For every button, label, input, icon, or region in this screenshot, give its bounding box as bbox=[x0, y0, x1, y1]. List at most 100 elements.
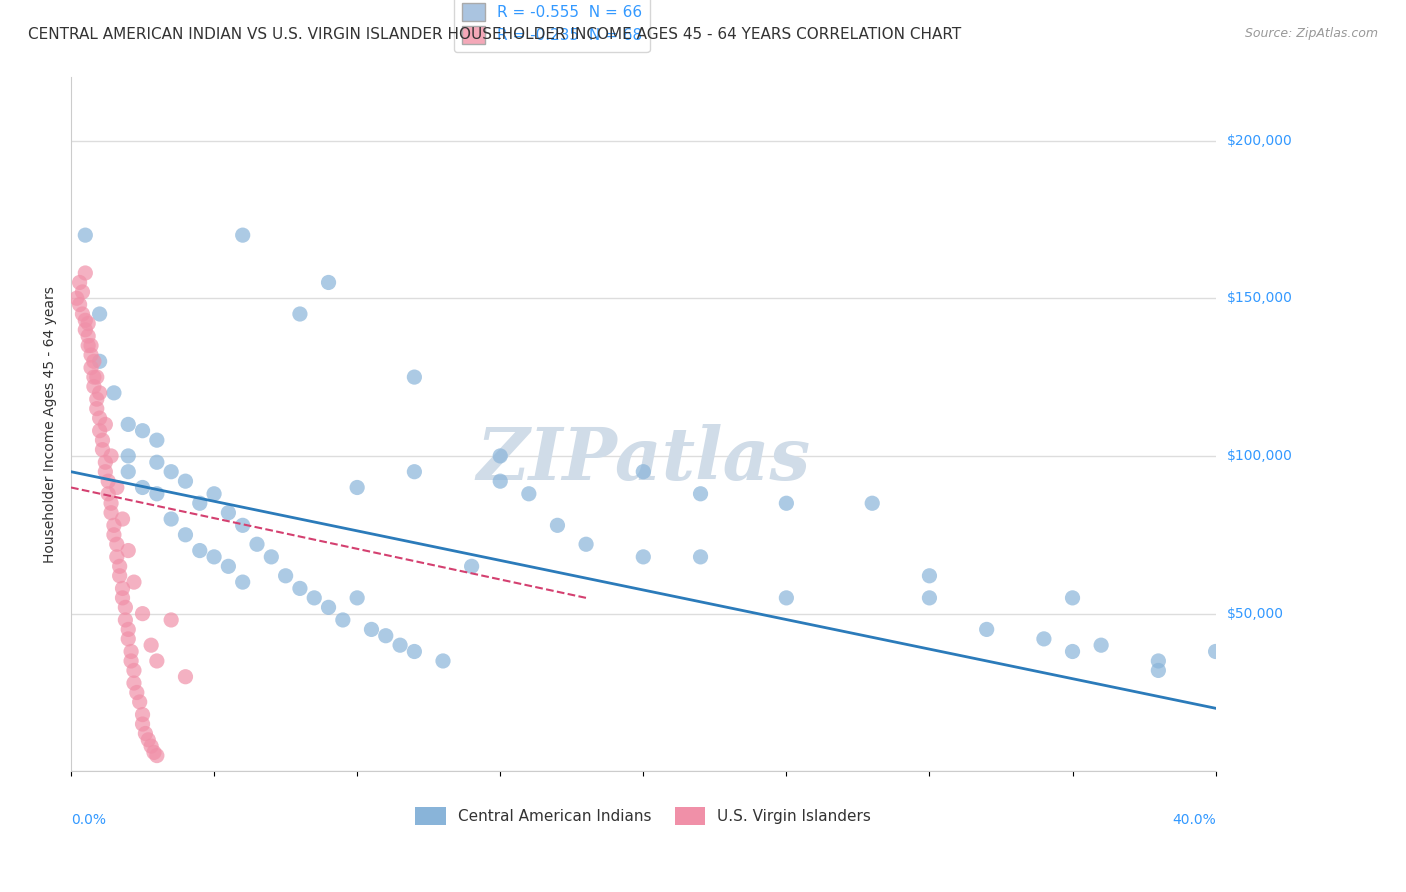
Point bbox=[146, 433, 169, 447]
Text: 0.0%: 0.0% bbox=[72, 813, 105, 827]
Point bbox=[404, 465, 426, 479]
Point bbox=[97, 487, 120, 501]
Point bbox=[114, 613, 136, 627]
Point bbox=[202, 487, 225, 501]
Point bbox=[139, 739, 162, 753]
Point bbox=[775, 496, 797, 510]
Point bbox=[80, 338, 103, 352]
Point bbox=[117, 449, 139, 463]
Point bbox=[111, 582, 134, 596]
Point bbox=[83, 370, 105, 384]
Point bbox=[117, 632, 139, 646]
Point bbox=[111, 591, 134, 605]
Point bbox=[689, 487, 711, 501]
Point bbox=[1032, 632, 1054, 646]
Text: $150,000: $150,000 bbox=[1226, 291, 1292, 305]
Point bbox=[633, 465, 655, 479]
Point bbox=[918, 591, 941, 605]
Text: CENTRAL AMERICAN INDIAN VS U.S. VIRGIN ISLANDER HOUSEHOLDER INCOME AGES 45 - 64 : CENTRAL AMERICAN INDIAN VS U.S. VIRGIN I… bbox=[28, 27, 962, 42]
Point bbox=[114, 600, 136, 615]
Point bbox=[146, 455, 169, 469]
Point bbox=[918, 569, 941, 583]
Point bbox=[131, 607, 153, 621]
Point bbox=[232, 575, 254, 590]
Point bbox=[360, 623, 382, 637]
Point bbox=[139, 638, 162, 652]
Point bbox=[72, 285, 94, 299]
Point bbox=[775, 591, 797, 605]
Point bbox=[302, 591, 325, 605]
Text: Source: ZipAtlas.com: Source: ZipAtlas.com bbox=[1244, 27, 1378, 40]
Point bbox=[117, 543, 139, 558]
Point bbox=[100, 449, 122, 463]
Point bbox=[100, 506, 122, 520]
Point bbox=[77, 338, 100, 352]
Point bbox=[689, 549, 711, 564]
Point bbox=[143, 746, 166, 760]
Point bbox=[103, 528, 125, 542]
Point bbox=[89, 307, 111, 321]
Text: 40.0%: 40.0% bbox=[1171, 813, 1216, 827]
Point bbox=[75, 323, 97, 337]
Point bbox=[105, 481, 128, 495]
Point bbox=[1147, 654, 1170, 668]
Text: $50,000: $50,000 bbox=[1226, 607, 1284, 621]
Point bbox=[131, 481, 153, 495]
Point bbox=[136, 732, 159, 747]
Point bbox=[117, 417, 139, 432]
Point bbox=[318, 600, 340, 615]
Point bbox=[86, 370, 108, 384]
Point bbox=[174, 670, 197, 684]
Point bbox=[1062, 644, 1084, 658]
Point bbox=[146, 654, 169, 668]
Point bbox=[117, 465, 139, 479]
Point bbox=[75, 266, 97, 280]
Point bbox=[160, 613, 183, 627]
Point bbox=[89, 385, 111, 400]
Point bbox=[160, 465, 183, 479]
Point bbox=[122, 575, 145, 590]
Point bbox=[217, 559, 239, 574]
Point bbox=[546, 518, 568, 533]
Point bbox=[108, 559, 131, 574]
Point bbox=[69, 297, 91, 311]
Point bbox=[246, 537, 269, 551]
Point bbox=[103, 518, 125, 533]
Point bbox=[860, 496, 883, 510]
Point bbox=[489, 449, 512, 463]
Point bbox=[83, 354, 105, 368]
Point bbox=[374, 629, 396, 643]
Point bbox=[128, 695, 150, 709]
Point bbox=[83, 379, 105, 393]
Point bbox=[575, 537, 598, 551]
Point bbox=[146, 748, 169, 763]
Point bbox=[232, 518, 254, 533]
Point bbox=[80, 360, 103, 375]
Y-axis label: Householder Income Ages 45 - 64 years: Householder Income Ages 45 - 64 years bbox=[44, 286, 58, 563]
Point bbox=[134, 726, 156, 740]
Point bbox=[91, 433, 114, 447]
Point bbox=[94, 465, 117, 479]
Point bbox=[94, 417, 117, 432]
Point bbox=[122, 664, 145, 678]
Point bbox=[89, 424, 111, 438]
Point bbox=[97, 474, 120, 488]
Point bbox=[131, 424, 153, 438]
Point bbox=[75, 313, 97, 327]
Point bbox=[332, 613, 354, 627]
Point bbox=[105, 549, 128, 564]
Point bbox=[89, 354, 111, 368]
Text: $100,000: $100,000 bbox=[1226, 449, 1292, 463]
Text: $200,000: $200,000 bbox=[1226, 134, 1292, 147]
Point bbox=[174, 474, 197, 488]
Point bbox=[160, 512, 183, 526]
Point bbox=[202, 549, 225, 564]
Point bbox=[432, 654, 454, 668]
Point bbox=[346, 591, 368, 605]
Point bbox=[72, 307, 94, 321]
Point bbox=[77, 317, 100, 331]
Point bbox=[288, 582, 311, 596]
Point bbox=[117, 623, 139, 637]
Point bbox=[1090, 638, 1112, 652]
Point bbox=[389, 638, 412, 652]
